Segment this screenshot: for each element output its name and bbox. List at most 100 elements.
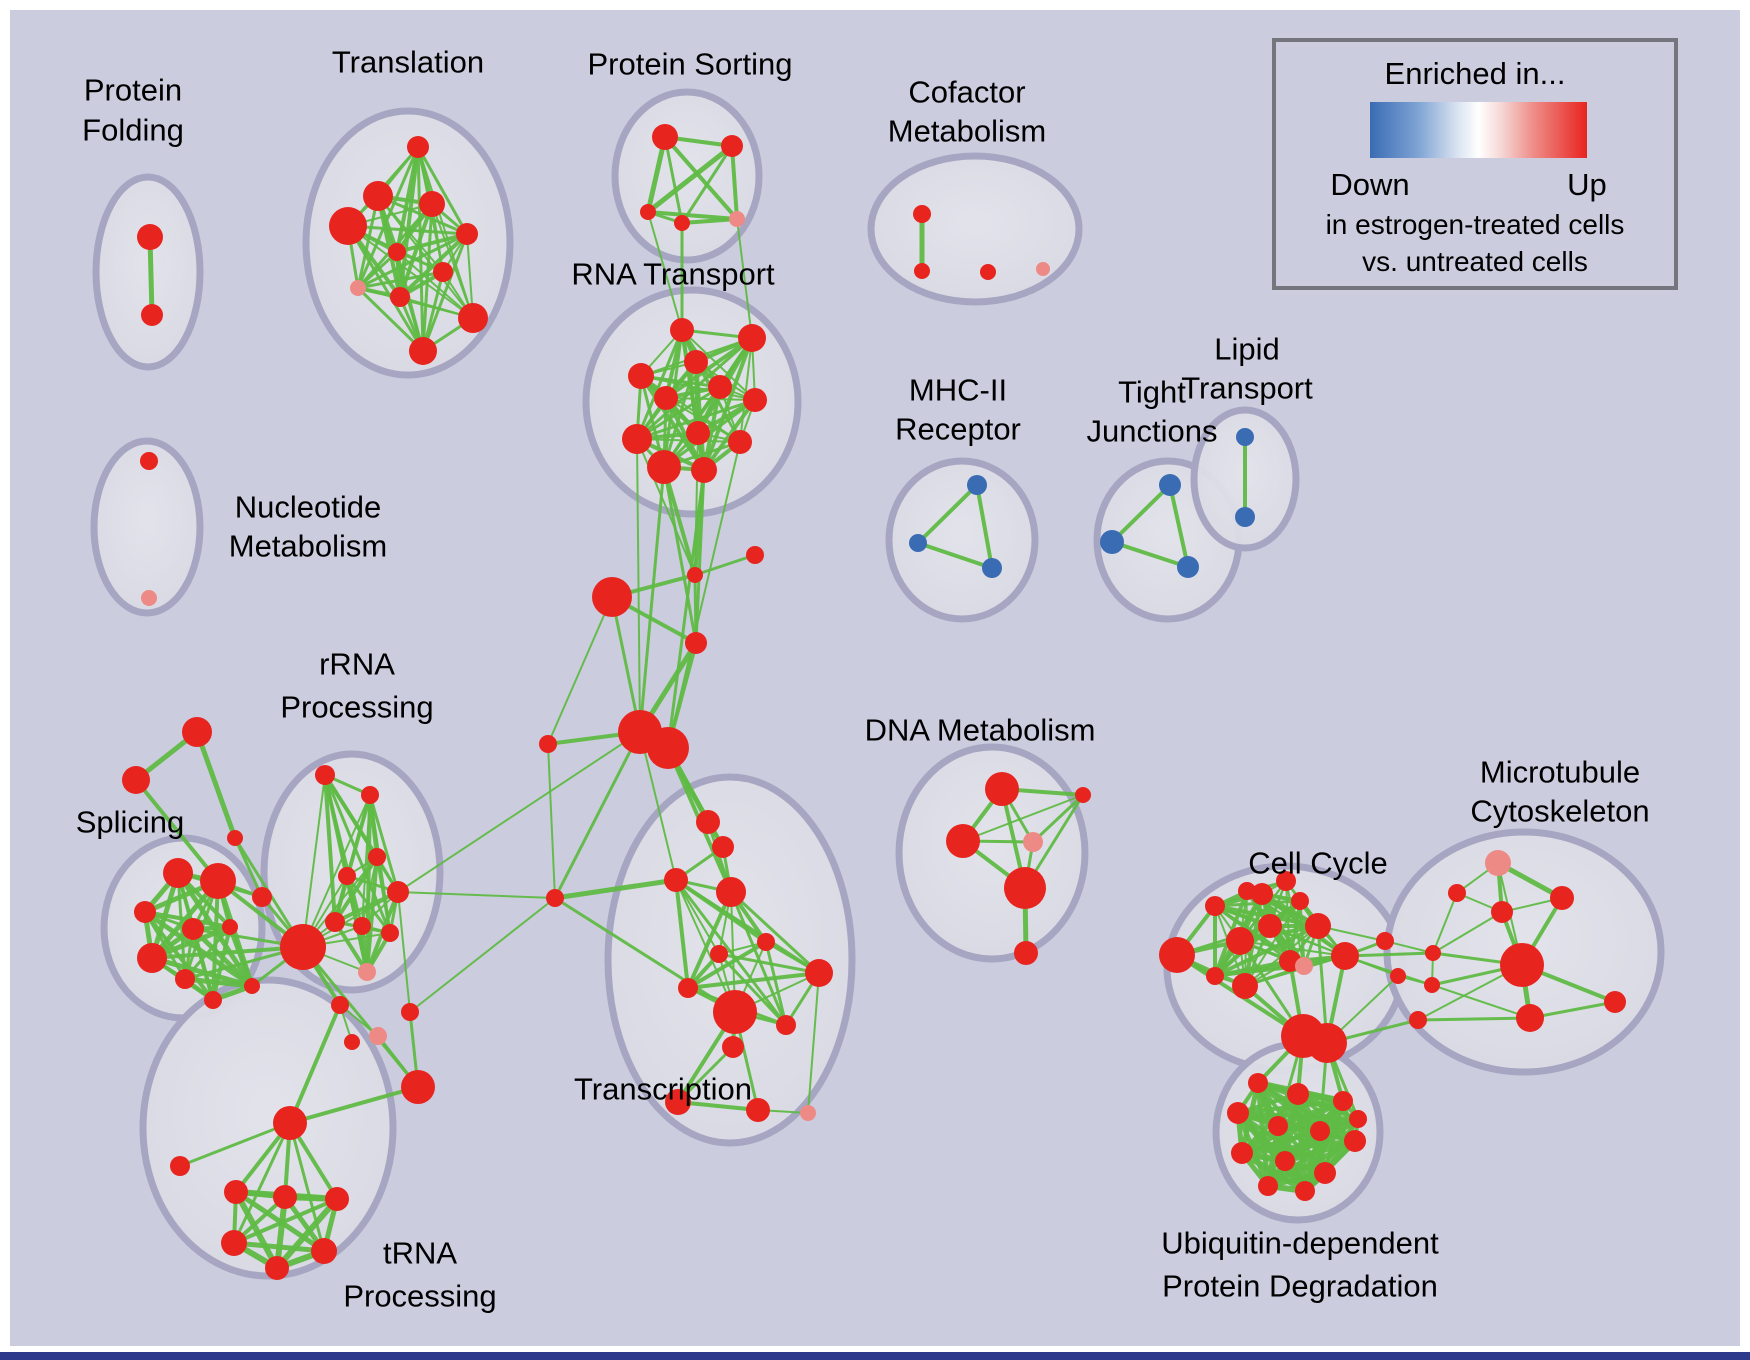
- node-ub11-red: [1258, 1176, 1278, 1196]
- clique-4-edge-rr2-rr5: [368, 793, 400, 894]
- node-rn2-red: [738, 324, 766, 352]
- clique-8-edge-ub12-ub13: [1303, 1117, 1360, 1193]
- edge-twin1-tc3: [639, 731, 677, 881]
- cluster-label-dna-metabolism-line1: DNA Metabolism: [865, 713, 1096, 748]
- node-rn9-red: [686, 421, 710, 445]
- node-ch2-red: [746, 546, 764, 564]
- clique-6-edge-tc3-tc8: [674, 878, 690, 990]
- clique-8-edge-ub4-ub13: [1236, 1111, 1360, 1121]
- edge-mh2-mh3: [916, 541, 994, 570]
- clique-5-edge-th1-th6: [233, 1189, 280, 1271]
- clique-8-edge-ub8-ub12: [1239, 1150, 1308, 1194]
- edge-ch1-ch2: [693, 553, 757, 577]
- clique-8-edge-ub7-ub8: [1239, 1138, 1358, 1156]
- cluster-ellipse-transcription: [604, 773, 856, 1147]
- node-ub6-red: [1310, 1121, 1330, 1141]
- node-ps3-red: [640, 204, 656, 220]
- edge-ch1-ch4: [693, 573, 698, 645]
- clique-6-edge-tc6-tc9: [717, 952, 788, 1027]
- node-cc5-red: [1291, 892, 1309, 910]
- clique-1-edge-ps3-ps5: [646, 210, 739, 221]
- edge-tc11-tc12: [676, 1100, 760, 1112]
- node-dn6-red: [1014, 941, 1038, 965]
- clique-3-edge-sp5-sp8: [211, 925, 232, 1002]
- node-rr9-pink: [358, 963, 376, 981]
- node-lk2-red: [546, 889, 564, 907]
- node-ub10-red: [1314, 1162, 1336, 1184]
- node-sp8-red: [204, 991, 222, 1009]
- cluster-label-mhc-ii-receptor-line2: Receptor: [895, 412, 1021, 447]
- cluster-label-protein-folding-line2: Folding: [82, 113, 184, 148]
- edge-rr5-lk2: [397, 891, 556, 899]
- cluster-label-mhc-ii-receptor-line1: MHC-II: [909, 373, 1007, 408]
- node-tr11-red: [409, 337, 437, 365]
- edge-cc7-mx1: [1343, 951, 1435, 958]
- node-rr1-red: [315, 765, 335, 785]
- clique-2-edge-rn2-rn12: [702, 336, 754, 472]
- node-rr6-red: [325, 912, 345, 932]
- clique-2-edge-rn2-rn6: [664, 336, 754, 400]
- node-sp5-red: [222, 919, 238, 935]
- node-tc8-red: [678, 978, 698, 998]
- edge-lk2-tc3: [552, 877, 679, 901]
- edge-rrhub-sp6: [150, 945, 305, 960]
- node-sp4-red: [182, 918, 204, 940]
- node-ub1-red: [1248, 1073, 1268, 1093]
- node-mt5-red: [1448, 884, 1466, 902]
- node-rr12-pink: [369, 1027, 387, 1045]
- node-mt2-red: [1491, 901, 1513, 923]
- node-ub8-red: [1231, 1142, 1253, 1164]
- node-ps4-red: [674, 215, 690, 231]
- cluster-label-lipid-transport-line1: Lipid: [1214, 332, 1280, 367]
- cluster-label-transcription-line1: Transcription: [574, 1072, 752, 1107]
- node-mx2-red: [1424, 977, 1440, 993]
- node-ccr1-red: [1376, 932, 1394, 950]
- edge-twin1-lk2: [553, 730, 642, 900]
- node-dn3-red: [1075, 787, 1091, 803]
- node-cc3-red: [1258, 914, 1282, 938]
- node-dn1-red: [985, 772, 1019, 806]
- clique-0-edge-tr1-tr5: [416, 145, 469, 236]
- node-ps1-red: [652, 124, 678, 150]
- edge-ps3-rn1: [647, 211, 683, 331]
- node-tc12-red: [746, 1098, 770, 1122]
- node-rn6-red: [654, 386, 678, 410]
- clique-4-edge-rr3-rr9: [365, 855, 379, 974]
- cluster-label-tight-junctions-line1: Tight: [1118, 375, 1186, 410]
- node-cctw2-red: [1307, 1023, 1347, 1063]
- node-cct1-red: [1251, 883, 1273, 905]
- clique-7-edge-cc6-cc9: [1213, 924, 1320, 978]
- node-ch1-red: [687, 567, 703, 583]
- clique-1-edge-ps1-ps5: [663, 135, 739, 221]
- edge-lk2-tchub: [553, 896, 737, 1014]
- node-cc9-red: [1206, 967, 1224, 985]
- edge-mx2-mt3: [1431, 984, 1531, 1019]
- clique-2-edge-rn7-rn12: [702, 398, 757, 472]
- node-mh3-blue: [982, 558, 1002, 578]
- clique-4-edge-rr1-rr8: [323, 773, 392, 935]
- node-cct2-red: [1276, 871, 1296, 891]
- node-nm2-pink: [141, 590, 157, 606]
- node-ub7-red: [1344, 1130, 1366, 1152]
- clique-0-edge-tr1-tr8: [356, 145, 420, 290]
- node-rrbig-red: [401, 1070, 435, 1104]
- figure-bottom-border: [0, 1352, 1750, 1360]
- node-rn5-red: [708, 375, 732, 399]
- node-rr10-red: [252, 887, 272, 907]
- node-ccr2-red: [1390, 968, 1406, 984]
- clique-2-edge-rn7-rn8: [635, 398, 757, 441]
- clique-0-edge-tr5-tr6: [395, 232, 469, 254]
- node-tr7-red: [433, 262, 453, 282]
- edge-rn12-twin2: [666, 468, 706, 750]
- node-cc10-red: [1232, 973, 1258, 999]
- cluster-label-nucleotide-metabolism-line2: Metabolism: [229, 529, 388, 564]
- edge-mt3-mt4: [1528, 1000, 1617, 1020]
- edge-rr13-rr5: [397, 891, 411, 1013]
- node-rr8-red: [381, 924, 399, 942]
- node-sp2-red: [200, 863, 236, 899]
- node-ub12-red: [1295, 1181, 1315, 1201]
- node-cf1-red: [913, 205, 931, 223]
- node-mh2-blue: [909, 534, 927, 552]
- node-cc4-red: [1226, 927, 1254, 955]
- edge-lk1-lk2: [547, 743, 556, 899]
